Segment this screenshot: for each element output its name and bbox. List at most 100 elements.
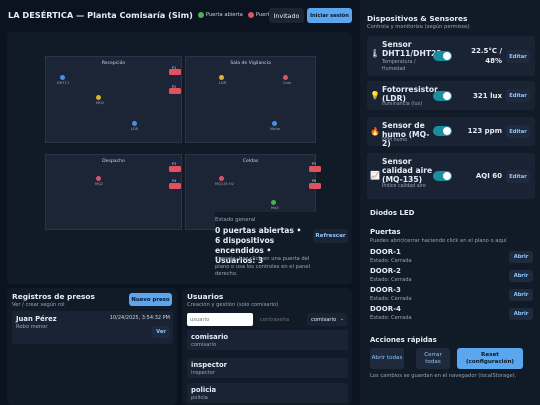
quick-actions-title: Acciones rápidas [370,336,437,344]
sensor-toggle[interactable] [433,91,452,101]
doors-subtitle: Puedes abrir/cerrar haciendo click en el… [370,238,507,244]
doors-title: Puertas [370,228,401,236]
door-p2[interactable] [169,88,181,94]
presos-subtitle: Ver / crear según rol [12,302,65,308]
open-all-button[interactable]: Abrir todas [370,348,404,369]
door-name: DOOR-2 [370,267,401,275]
room-vigilancia: Sala de Vigilancia LDR Cam Motor [185,56,316,143]
sensor-name: Sensor de humo (MQ-2) [382,121,430,148]
sensor-mq135: 📈 Sensor calidad aire (MQ-135) Índice ca… [367,153,535,199]
sensor-value: 321 lux [473,92,502,100]
edit-button[interactable]: Editar [506,170,530,183]
usuarios-title: Usuarios [187,292,224,301]
fire-icon: 🔥 [370,127,380,136]
device-mq2[interactable] [96,95,101,100]
sensor-sub: PPM humo [382,138,408,143]
state-tip: Consejo: haz click en una puerta del pla… [215,256,310,277]
preso-name: Juan Pérez [16,315,57,323]
door-label: P4 [172,179,177,183]
door-status: Estado: Cerrada [370,258,412,264]
user-row[interactable]: inspector inspector [187,358,348,378]
device-motor[interactable] [272,121,277,126]
door-row-4: DOOR-4 Estado: Cerrada Abrir [370,305,533,323]
open-door-button[interactable]: Abrir [509,270,533,282]
user-role: policia [191,395,208,401]
edit-button[interactable]: Editar [506,50,530,63]
device-ldr-2[interactable] [219,75,224,80]
reset-config-button[interactable]: Reset (configuración) [457,348,523,369]
sensor-toggle[interactable] [433,126,452,136]
state-text: 0 puertas abiertas • 6 dispositivos ence… [215,226,302,265]
door-status: Estado: Cerrada [370,315,412,321]
door-label: P1 [172,66,177,70]
device-label: Cam [283,81,292,85]
door-name: DOOR-4 [370,305,401,313]
role-select-value: comisario [311,316,337,323]
role-select[interactable]: comisario ⌄ [307,313,347,326]
device-dht11[interactable] [60,75,65,80]
room-recepcion: Recepción DHT11 MQ2 LDR [45,56,182,143]
new-preso-button[interactable]: Nuevo preso [129,293,172,306]
open-dot-icon [197,12,204,18]
door-p5[interactable] [309,166,321,172]
sensor-value: 22.5°C / 48% [471,47,502,65]
username-input[interactable] [187,313,253,326]
room-label: Despacho [102,159,125,164]
presos-panel: Registros de presos Ver / crear según ro… [7,288,177,405]
sensor-mq2: 🔥 Sensor de humo (MQ-2) PPM humo 123 ppm… [367,117,535,148]
sensor-sub: Temperatura / Humedad [382,60,416,72]
login-button[interactable]: Iniciar sesión [307,8,352,23]
sensor-name: Sensor calidad aire (MQ-135) [382,157,433,184]
device-label: MQ135 H2 [215,182,234,186]
sensor-name: Fotorresistor (LDR) [382,85,438,103]
device-mq2-2[interactable] [96,176,101,181]
door-row-3: DOOR-3 Estado: Cerrada Abrir [370,286,533,304]
sensor-toggle[interactable] [433,51,452,61]
page-title: LA DESÉRTICA — Planta Comisaría (Sim) [8,10,193,20]
open-door-button[interactable]: Abrir [509,289,533,301]
view-preso-button[interactable]: Ver [152,326,170,338]
door-p3[interactable] [169,166,181,172]
password-input[interactable] [257,313,305,326]
room-despacho: Despacho MQ2 [45,154,182,230]
door-p1[interactable] [169,69,181,75]
room-label: Recepción [101,61,126,66]
door-p4[interactable] [169,183,181,189]
leds-title: Diodos LED [370,209,415,217]
device-label: Mq3 [271,206,279,210]
refresh-button[interactable]: Refrescar [313,229,348,243]
device-cam[interactable] [283,75,288,80]
user-row[interactable]: comisario comisario [187,330,348,350]
preso-crime: Robo menor [16,324,48,330]
room-label: Sala de Vigilancia [230,61,271,66]
sensor-dht: 🌡 Sensor DHT11/DHT22 Temperatura / Humed… [367,36,535,76]
close-all-button[interactable]: Cerrar todas [416,348,450,369]
device-ldr[interactable] [132,121,137,126]
edit-button[interactable]: Editar [506,89,530,102]
state-summary: Estado general 0 puertas abiertas • 6 di… [215,212,351,277]
closed-dot-icon [247,12,254,18]
door-status: Estado: Cerrada [370,277,412,283]
chevron-down-icon: ⌄ [340,317,344,322]
door-name: DOOR-3 [370,286,401,294]
user-name: inspector [191,361,227,369]
sensor-sub: Índice calidad aire [382,184,426,189]
state-label: Estado general [215,217,256,223]
room-label: Celdas [242,159,259,164]
user-row[interactable]: policia policia [187,383,348,403]
door-label: P2 [172,85,177,89]
sensor-sub: Iluminancia (lux) [382,102,423,107]
open-door-button[interactable]: Abrir [509,251,533,263]
sensor-toggle[interactable] [433,171,452,181]
user-role: comisario [191,342,217,348]
usuarios-subtitle: Creación y gestión (solo comisario) [187,302,279,308]
device-mq3[interactable] [271,200,276,205]
user-name: policia [191,386,217,394]
sensor-ldr: 💡 Fotorresistor (LDR) Iluminancia (lux) … [367,81,535,110]
open-door-button[interactable]: Abrir [509,308,533,320]
device-label: MQ2 [96,101,105,105]
door-p6[interactable] [309,183,321,189]
edit-button[interactable]: Editar [506,125,530,138]
preso-entry: Juan Pérez Robo menor 10/24/2025, 3:54:3… [12,311,173,344]
device-mq135[interactable] [219,176,224,181]
